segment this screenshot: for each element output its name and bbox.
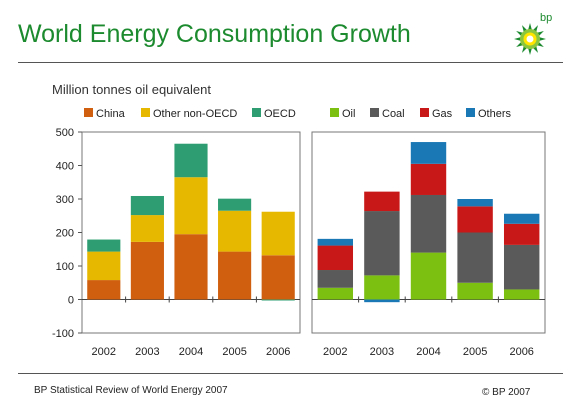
bar-others-2002: [317, 238, 354, 246]
bar-gas-2005: [457, 206, 493, 233]
bar-other-non-oecd-2004: [174, 177, 208, 235]
bar-china-2003: [130, 241, 164, 300]
legend-swatch-others: [466, 108, 475, 117]
bar-others-2004: [410, 142, 447, 164]
bar-oecd-2002: [87, 239, 121, 252]
bar-others-2006: [503, 213, 540, 224]
bar-china-2004: [174, 234, 208, 300]
bar-others-2005: [457, 199, 493, 207]
bar-oil-2006: [503, 289, 540, 300]
x-tick-label: 2005: [463, 346, 487, 358]
legend-swatch-coal: [370, 108, 379, 117]
bar-coal-2003: [364, 211, 400, 276]
x-tick-label: 2006: [266, 346, 290, 358]
bar-oil-2004: [410, 252, 447, 300]
x-tick-label: 2003: [135, 346, 159, 358]
bar-gas-2003: [364, 191, 400, 212]
copyright-note: © BP 2007: [482, 387, 531, 398]
y-tick-label: 500: [56, 127, 74, 139]
legend-swatch-gas: [420, 108, 429, 117]
units-label: Million tonnes oil equivalent: [52, 82, 211, 97]
legend-label-other-non-oecd: Other non-OECD: [153, 108, 237, 120]
bar-other-non-oecd-2005: [218, 210, 252, 252]
legend-label-coal: Coal: [382, 108, 405, 120]
x-tick-label: 2003: [370, 346, 394, 358]
legend-label-gas: Gas: [432, 108, 453, 120]
bar-china-2005: [218, 251, 252, 300]
bar-oil-2005: [457, 282, 493, 300]
bar-gas-2002: [317, 245, 354, 271]
legend-label-china: China: [96, 108, 126, 120]
chart-right-by-fuel: 2002 2003 2004 2005 2006 Oil Coal Gas Others: [311, 108, 546, 358]
x-tick-label: 2004: [179, 346, 203, 358]
logo-text: bp: [540, 12, 552, 24]
y-tick-label: 0: [68, 295, 74, 307]
bar-oecd-2004: [174, 143, 208, 178]
plot-frame: [311, 131, 546, 334]
bar-coal-2006: [503, 244, 540, 290]
page-title: World Energy Consumption Growth: [18, 20, 411, 48]
legend-swatch-oil: [330, 108, 339, 117]
bar-gas-2004: [410, 163, 447, 195]
legend-label-oil: Oil: [342, 108, 355, 120]
legend-label-oecd: OECD: [264, 108, 296, 120]
y-tick-label: 200: [56, 228, 74, 240]
y-tick-label: -100: [52, 328, 74, 340]
bp-logo: bp: [514, 12, 552, 55]
legend-label-others: Others: [478, 108, 512, 120]
bar-oil-2002: [317, 287, 354, 300]
y-tick-label: 400: [56, 161, 74, 173]
title-divider: [18, 62, 563, 63]
legend-swatch-china: [84, 108, 93, 117]
bar-coal-2005: [457, 232, 493, 283]
bar-other-non-oecd-2006: [261, 211, 295, 256]
footer-divider: [18, 373, 563, 374]
source-note: BP Statistical Review of World Energy 20…: [34, 385, 228, 396]
y-tick-label: 300: [56, 194, 74, 206]
bar-oil-2003: [364, 275, 400, 300]
y-tick-label: 100: [56, 261, 74, 273]
chart-left-by-region: -100 0 100 200 300 400 500 2002 2003 2004 2005 2006…: [52, 108, 301, 358]
bar-china-2002: [87, 280, 121, 300]
bar-gas-2006: [503, 223, 540, 245]
legend-swatch-other-non-oecd: [141, 108, 150, 117]
x-tick-label: 2006: [509, 346, 533, 358]
bar-oecd-2003: [130, 195, 164, 216]
x-tick-label: 2005: [222, 346, 246, 358]
bar-other-non-oecd-2002: [87, 251, 121, 281]
bar-oecd-2006: [261, 299, 295, 301]
x-tick-label: 2002: [92, 346, 116, 358]
x-tick-label: 2004: [416, 346, 440, 358]
legend-swatch-oecd: [252, 108, 261, 117]
bar-coal-2004: [410, 194, 447, 253]
bar-coal-2002: [317, 270, 354, 288]
bar-china-2006: [261, 255, 295, 300]
x-tick-label: 2002: [323, 346, 347, 358]
bar-others-2003: [364, 299, 400, 303]
bar-oecd-2005: [218, 198, 252, 211]
bar-other-non-oecd-2003: [130, 215, 164, 242]
